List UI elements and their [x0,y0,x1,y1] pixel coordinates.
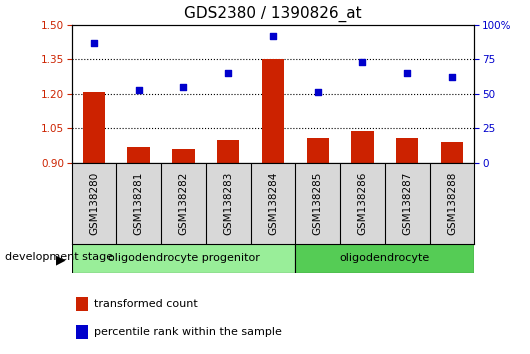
Title: GDS2380 / 1390826_at: GDS2380 / 1390826_at [184,6,362,22]
Point [313,90,322,95]
Bar [217,140,240,354]
Point [90,40,98,46]
Bar [72,244,295,273]
Bar [441,142,463,354]
Text: oligodendrocyte progenitor: oligodendrocyte progenitor [108,253,259,263]
Text: development stage: development stage [5,252,113,262]
Text: GSM138283: GSM138283 [223,172,233,235]
Text: transformed count: transformed count [94,299,198,309]
Bar [83,92,105,354]
Text: GSM138288: GSM138288 [447,172,457,235]
Text: GSM138282: GSM138282 [179,172,189,235]
Bar [351,131,374,354]
Bar [76,325,87,339]
Point [358,59,367,65]
Bar [128,147,150,354]
Text: GSM138281: GSM138281 [134,172,144,235]
Text: percentile rank within the sample: percentile rank within the sample [94,327,281,337]
Bar [306,137,329,354]
Bar [262,59,284,354]
Point [448,74,456,80]
Bar [396,137,418,354]
Text: GSM138280: GSM138280 [89,172,99,235]
Point [403,70,411,76]
Text: GSM138287: GSM138287 [402,172,412,235]
Bar [76,297,87,311]
Bar [295,244,474,273]
Text: oligodendrocyte: oligodendrocyte [340,253,430,263]
Point [224,70,233,76]
Text: ▶: ▶ [56,254,66,267]
Text: GSM138286: GSM138286 [357,172,367,235]
Bar [172,149,195,354]
Point [179,84,188,90]
Point [135,87,143,92]
Text: GSM138285: GSM138285 [313,172,323,235]
Text: GSM138284: GSM138284 [268,172,278,235]
Point [269,33,277,39]
